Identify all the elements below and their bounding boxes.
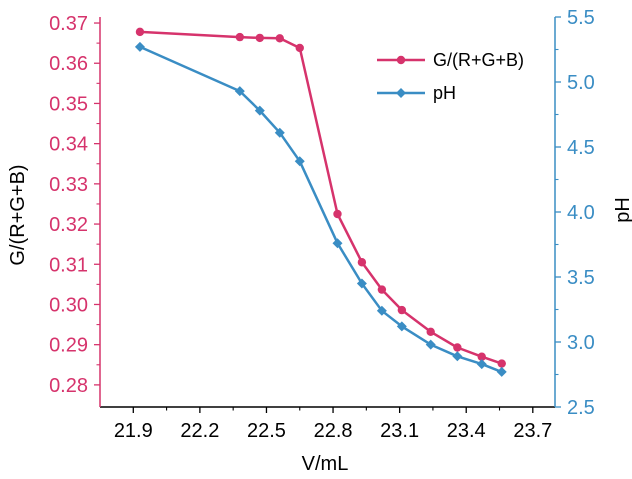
- legend: G/(R+G+B) pH: [377, 50, 524, 103]
- data-point-g-ratio: [295, 43, 304, 53]
- data-point-ph: [274, 127, 285, 138]
- legend-label-ph: pH: [433, 83, 456, 103]
- y-right-tick-label: 5.5: [567, 7, 595, 29]
- ticks-layer: 21.9 22.2 22.5 22.8 23.1 23.4 23.7 0.28 0.29 0.30…: [49, 7, 595, 442]
- data-point-g-ratio: [497, 359, 506, 368]
- legend-marker-g-ratio: [396, 55, 406, 65]
- y-left-tick-label: 0.37: [49, 13, 88, 35]
- y-right-tick-label: 4.0: [567, 202, 595, 224]
- data-point-g-ratio: [453, 343, 462, 352]
- y-right-axis-title: pH: [612, 197, 632, 223]
- data-point-ph: [332, 238, 343, 249]
- y-left-tick-label: 0.28: [49, 375, 88, 397]
- data-point-g-ratio: [477, 352, 486, 361]
- data-point-ph: [452, 351, 463, 362]
- data-point-g-ratio: [377, 285, 387, 294]
- series-line-g-ratio: [139, 30, 503, 365]
- data-point-g-ratio: [333, 209, 342, 219]
- y-left-tick-label: 0.29: [49, 335, 88, 357]
- y-right-tick-label: 5.0: [567, 72, 595, 94]
- data-point-g-ratio: [235, 32, 245, 42]
- data-point-ph: [356, 278, 367, 289]
- data-point-ph: [425, 339, 436, 350]
- data-point-ph: [254, 105, 265, 116]
- data-point-ph: [396, 321, 407, 332]
- series-layer: [134, 27, 507, 377]
- y-left-tick-label: 0.34: [49, 134, 88, 156]
- y-right-tick-label: 4.5: [567, 137, 595, 159]
- x-tick-label: 23.7: [513, 420, 552, 442]
- data-point-ph: [234, 86, 245, 97]
- x-tick-label: 21.9: [114, 420, 153, 442]
- y-left-axis-title: G/(R+G+B): [7, 164, 29, 265]
- legend-marker-ph: [396, 88, 406, 98]
- x-tick-label: 22.2: [180, 420, 219, 442]
- data-point-g-ratio: [426, 327, 435, 337]
- axes-layer: [99, 17, 556, 408]
- x-tick-label: 23.4: [447, 420, 486, 442]
- y-left-tick-label: 0.30: [49, 294, 88, 316]
- data-point-ph: [376, 305, 387, 316]
- x-tick-label: 23.1: [380, 420, 419, 442]
- y-left-tick-label: 0.33: [49, 174, 88, 196]
- data-point-g-ratio: [275, 34, 284, 43]
- data-point-ph: [294, 156, 305, 167]
- x-tick-label: 22.8: [314, 420, 353, 442]
- y-left-tick-label: 0.36: [49, 53, 88, 75]
- data-point-ph: [496, 366, 507, 377]
- y-left-tick-label: 0.32: [49, 214, 88, 236]
- y-right-tick-label: 2.5: [567, 397, 595, 419]
- y-right-tick-label: 3.5: [567, 267, 595, 289]
- x-axis-title: V/mL: [302, 453, 349, 475]
- y-left-tick-label: 0.35: [49, 93, 88, 115]
- data-point-g-ratio: [357, 258, 367, 267]
- x-tick-label: 22.5: [247, 420, 286, 442]
- y-right-tick-label: 3.0: [567, 332, 595, 354]
- data-point-ph: [476, 359, 487, 370]
- data-point-ph: [134, 41, 145, 52]
- y-left-tick-label: 0.31: [49, 254, 88, 276]
- data-point-g-ratio: [135, 27, 145, 37]
- data-point-g-ratio: [397, 305, 407, 315]
- data-point-g-ratio: [255, 33, 265, 43]
- legend-label-g-ratio: G/(R+G+B): [433, 50, 524, 70]
